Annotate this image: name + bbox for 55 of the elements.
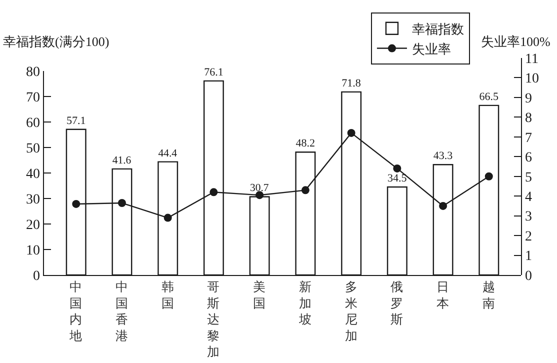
y2-tick-label: 7 xyxy=(525,130,532,146)
data-label: 44.4 xyxy=(158,147,178,160)
point xyxy=(393,164,402,172)
data-label: 43.3 xyxy=(433,150,454,162)
legend-label: 幸福指数 xyxy=(412,21,464,36)
x-tick-label: 新加坡 xyxy=(298,280,312,327)
y2-tick-label: 5 xyxy=(525,170,532,186)
data-label: 48.2 xyxy=(296,138,316,150)
point xyxy=(118,199,126,207)
data-label: 71.8 xyxy=(342,77,362,90)
x-tick-label: 俄罗斯 xyxy=(390,280,404,327)
y2-tick-label: 9 xyxy=(525,91,532,106)
point xyxy=(164,214,172,222)
point xyxy=(439,202,448,210)
x-tick-label: 中国内地 xyxy=(68,280,83,343)
x-tick-label: 多米尼加 xyxy=(344,280,358,343)
data-label: 76.1 xyxy=(204,66,224,78)
x-tick-label: 日本 xyxy=(436,280,450,310)
x-tick-label: 哥斯达黎加 xyxy=(207,280,220,360)
y2-tick-label: 0 xyxy=(525,268,532,284)
y2-tick-label: 1 xyxy=(525,249,532,264)
point xyxy=(210,188,218,196)
point xyxy=(347,128,356,137)
y-tick-label: 70 xyxy=(26,90,40,106)
y2-tick-label: 4 xyxy=(525,190,532,205)
y-tick-label: 10 xyxy=(26,243,40,258)
point xyxy=(301,186,310,194)
data-label: 34.5 xyxy=(388,172,408,184)
y2-tick-label: 10 xyxy=(525,72,539,87)
y-tick-label: 30 xyxy=(26,192,40,208)
x-tick-label: 美国 xyxy=(253,279,266,310)
y2-tick-label: 3 xyxy=(525,210,532,225)
data-label: 57.1 xyxy=(66,114,86,127)
y2-tick-label: 11 xyxy=(525,52,538,67)
point xyxy=(484,172,493,180)
y2-tick-label: 8 xyxy=(525,111,532,126)
y-tick-label: 50 xyxy=(26,141,40,156)
y-axis-title: 幸福指数(满分100) xyxy=(3,34,110,49)
y-tick-label: 60 xyxy=(26,116,40,131)
point xyxy=(256,191,264,200)
point xyxy=(72,200,80,208)
y-tick-label: 20 xyxy=(26,218,40,233)
y2-tick-label: 2 xyxy=(525,229,532,244)
data-label: 30.7 xyxy=(250,182,270,194)
data-label: 41.6 xyxy=(112,154,132,166)
y2-axis-title: 失业率100% xyxy=(481,34,550,49)
data-label: 66.5 xyxy=(479,90,500,103)
y2-tick-label: 6 xyxy=(525,150,532,166)
x-tick-label: 韩国 xyxy=(161,280,174,310)
y-tick-label: 0 xyxy=(33,268,40,284)
y-tick-label: 40 xyxy=(26,166,40,182)
legend-label: 失业率 xyxy=(412,41,451,56)
x-tick-label: 越南 xyxy=(482,280,496,310)
x-tick-label: 中国香港 xyxy=(115,280,128,343)
y-tick-label: 80 xyxy=(26,64,40,80)
